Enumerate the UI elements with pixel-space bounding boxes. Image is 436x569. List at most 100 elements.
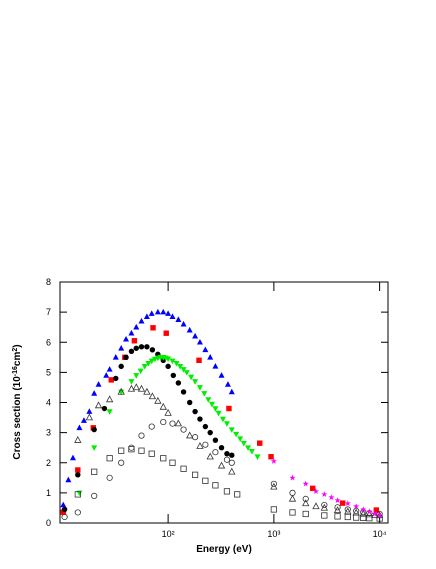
marker	[144, 344, 150, 350]
marker	[223, 488, 231, 495]
marker	[228, 459, 235, 466]
marker	[321, 491, 328, 497]
marker	[360, 506, 367, 513]
y-axis-title-part: Cross section (10	[12, 376, 23, 460]
marker	[223, 456, 231, 463]
marker	[113, 375, 119, 382]
y-tick-label: 1	[46, 488, 51, 498]
marker	[186, 399, 193, 406]
marker	[138, 344, 145, 350]
marker	[334, 504, 341, 511]
marker	[143, 313, 150, 319]
marker	[353, 514, 360, 521]
marker	[91, 468, 98, 475]
y-tick-label: 2	[46, 458, 51, 468]
marker	[75, 472, 81, 478]
y-axis-title-part: -16	[12, 366, 19, 376]
marker	[174, 419, 183, 427]
marker	[150, 325, 156, 331]
marker	[270, 506, 277, 513]
marker	[86, 408, 93, 414]
marker	[288, 494, 297, 502]
marker	[360, 514, 367, 521]
marker	[344, 507, 352, 515]
marker	[173, 361, 180, 367]
marker	[245, 445, 252, 451]
marker	[137, 384, 146, 392]
marker	[237, 436, 244, 442]
marker	[201, 391, 208, 397]
marker	[212, 437, 219, 443]
marker	[154, 308, 161, 315]
marker	[133, 323, 140, 330]
marker	[302, 499, 310, 507]
marker	[366, 515, 373, 522]
marker	[61, 506, 68, 513]
marker	[224, 451, 230, 457]
marker	[196, 385, 203, 391]
marker	[118, 447, 125, 454]
marker	[165, 363, 171, 370]
marker	[141, 364, 148, 370]
marker	[148, 450, 155, 457]
marker	[175, 380, 182, 386]
marker	[145, 361, 152, 367]
marker	[218, 444, 225, 451]
marker	[148, 392, 157, 400]
marker	[85, 413, 94, 421]
marker	[192, 434, 199, 441]
marker	[310, 485, 316, 492]
marker	[133, 345, 139, 351]
marker	[334, 497, 341, 503]
marker	[228, 427, 235, 433]
marker	[212, 449, 219, 456]
marker	[208, 401, 215, 408]
marker	[74, 436, 82, 443]
marker	[202, 423, 209, 430]
marker	[74, 509, 81, 516]
marker	[169, 358, 176, 365]
marker	[132, 383, 140, 391]
marker	[94, 401, 103, 409]
marker	[128, 379, 135, 385]
y-axis-title-part: )	[12, 344, 23, 347]
marker	[302, 480, 309, 487]
marker	[321, 512, 328, 519]
y-axis-title-part: cm	[12, 352, 23, 367]
x-tick-label: 10⁴	[373, 529, 387, 539]
marker	[118, 363, 124, 370]
marker	[117, 387, 125, 395]
marker	[112, 354, 119, 360]
marker	[186, 431, 194, 439]
marker	[118, 344, 125, 351]
marker	[128, 348, 135, 354]
marker	[217, 461, 226, 469]
marker	[373, 507, 379, 513]
marker	[133, 373, 140, 379]
marker	[353, 507, 360, 515]
marker	[229, 452, 235, 458]
marker	[186, 326, 193, 333]
marker	[91, 492, 98, 499]
marker	[138, 432, 145, 439]
marker	[163, 330, 169, 336]
marker	[228, 467, 236, 475]
marker	[196, 357, 202, 364]
marker	[344, 506, 351, 513]
marker	[366, 508, 373, 515]
marker	[212, 406, 219, 412]
marker	[180, 320, 187, 327]
marker	[192, 379, 199, 385]
marker	[160, 418, 167, 426]
marker	[233, 431, 240, 438]
marker	[202, 441, 209, 448]
marker	[137, 368, 144, 375]
marker	[159, 402, 167, 410]
marker	[160, 455, 167, 462]
marker	[148, 423, 155, 430]
y-tick-label: 8	[46, 277, 51, 287]
marker	[257, 440, 263, 446]
marker	[270, 458, 277, 464]
marker	[234, 491, 241, 498]
marker	[180, 426, 187, 433]
